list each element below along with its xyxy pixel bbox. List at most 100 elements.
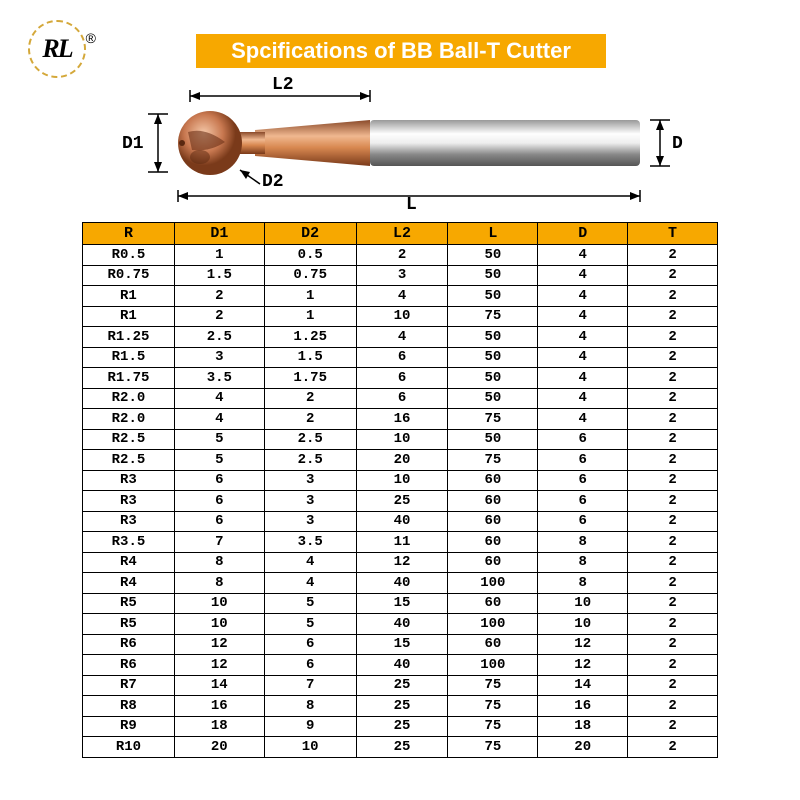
- table-cell: 6: [356, 368, 448, 389]
- table-cell: 16: [538, 696, 628, 717]
- table-cell: 50: [448, 368, 538, 389]
- table-cell: 2: [174, 306, 264, 327]
- table-cell: 14: [538, 675, 628, 696]
- table-cell: 50: [448, 286, 538, 307]
- table-cell: 20: [356, 450, 448, 471]
- cutter-diagram: L2 D1 D2 D L: [110, 72, 690, 212]
- table-cell: 3: [356, 265, 448, 286]
- table-row: R2.04265042: [83, 388, 718, 409]
- table-cell: 50: [448, 429, 538, 450]
- table-row: R510540100102: [83, 614, 718, 635]
- table-cell: R1: [83, 306, 175, 327]
- table-cell: 100: [448, 573, 538, 594]
- table-cell: R2.5: [83, 429, 175, 450]
- dim-label-d2: D2: [262, 172, 284, 192]
- table-cell: 2.5: [264, 450, 356, 471]
- col-header-t: T: [628, 223, 718, 245]
- table-cell: R7: [83, 675, 175, 696]
- table-header-row: R D1 D2 L2 L D T: [83, 223, 718, 245]
- page-title: Spcifications of BB Ball-T Cutter: [196, 34, 606, 68]
- table-cell: R2.0: [83, 409, 175, 430]
- table-row: R363256062: [83, 491, 718, 512]
- table-cell: 8: [538, 532, 628, 553]
- table-cell: 75: [448, 306, 538, 327]
- table-cell: 6: [538, 450, 628, 471]
- table-cell: 3: [264, 491, 356, 512]
- table-cell: 3.5: [264, 532, 356, 553]
- table-cell: R6: [83, 655, 175, 676]
- table-cell: 2: [628, 511, 718, 532]
- table-cell: 75: [448, 696, 538, 717]
- table-cell: 2: [628, 655, 718, 676]
- table-cell: 75: [448, 675, 538, 696]
- table-cell: 6: [174, 491, 264, 512]
- table-cell: 50: [448, 388, 538, 409]
- table-cell: 6: [356, 388, 448, 409]
- col-header-d: D: [538, 223, 628, 245]
- table-cell: 7: [174, 532, 264, 553]
- table-cell: 2: [628, 347, 718, 368]
- table-row: R81682575162: [83, 696, 718, 717]
- table-cell: 15: [356, 593, 448, 614]
- table-cell: 4: [356, 286, 448, 307]
- table-cell: R1.5: [83, 347, 175, 368]
- table-cell: 11: [356, 532, 448, 553]
- table-cell: 10: [356, 429, 448, 450]
- table-cell: 50: [448, 327, 538, 348]
- logo-text: RL: [42, 34, 71, 64]
- table-cell: 25: [356, 716, 448, 737]
- table-cell: 4: [538, 388, 628, 409]
- table-cell: 5: [174, 450, 264, 471]
- table-row: R12145042: [83, 286, 718, 307]
- dim-label-l2: L2: [272, 75, 294, 95]
- table-cell: R3: [83, 491, 175, 512]
- table-cell: 2: [628, 265, 718, 286]
- table-cell: 1: [264, 286, 356, 307]
- table-cell: R3: [83, 470, 175, 491]
- table-cell: 8: [264, 696, 356, 717]
- table-cell: 2: [264, 409, 356, 430]
- table-row: R1.252.51.2545042: [83, 327, 718, 348]
- table-cell: 0.75: [264, 265, 356, 286]
- table-cell: 2: [628, 532, 718, 553]
- table-cell: 3.5: [174, 368, 264, 389]
- table-cell: R0.5: [83, 245, 175, 266]
- table-cell: 18: [538, 716, 628, 737]
- table-cell: 2: [628, 368, 718, 389]
- table-cell: 2: [628, 614, 718, 635]
- table-cell: 6: [538, 470, 628, 491]
- table-cell: 2: [628, 470, 718, 491]
- table-cell: 10: [356, 470, 448, 491]
- table-cell: 15: [356, 634, 448, 655]
- table-cell: 8: [174, 573, 264, 594]
- table-cell: 60: [448, 491, 538, 512]
- table-cell: 2: [628, 388, 718, 409]
- table-cell: 12: [174, 634, 264, 655]
- table-cell: 4: [538, 306, 628, 327]
- table-cell: 0.5: [264, 245, 356, 266]
- table-row: R4844010082: [83, 573, 718, 594]
- dim-label-d: D: [672, 134, 683, 154]
- table-cell: 2: [628, 552, 718, 573]
- table-cell: R4: [83, 573, 175, 594]
- table-cell: 7: [264, 675, 356, 696]
- logo-circle: RL: [28, 20, 86, 78]
- col-header-r: R: [83, 223, 175, 245]
- specifications-table: R D1 D2 L2 L D T R0.510.525042R0.751.50.…: [82, 222, 718, 758]
- table-cell: 6: [264, 655, 356, 676]
- table-cell: 14: [174, 675, 264, 696]
- table-cell: 6: [538, 491, 628, 512]
- table-cell: 4: [538, 347, 628, 368]
- table-cell: 2.5: [264, 429, 356, 450]
- table-cell: 2: [628, 327, 718, 348]
- table-cell: 2: [628, 593, 718, 614]
- col-header-l2: L2: [356, 223, 448, 245]
- table-cell: 4: [538, 286, 628, 307]
- table-row: R612640100122: [83, 655, 718, 676]
- table-cell: 4: [264, 573, 356, 594]
- table-cell: 50: [448, 265, 538, 286]
- table-row: R363406062: [83, 511, 718, 532]
- table-cell: 10: [538, 593, 628, 614]
- trademark-symbol: ®: [86, 30, 96, 46]
- table-cell: 2: [628, 245, 718, 266]
